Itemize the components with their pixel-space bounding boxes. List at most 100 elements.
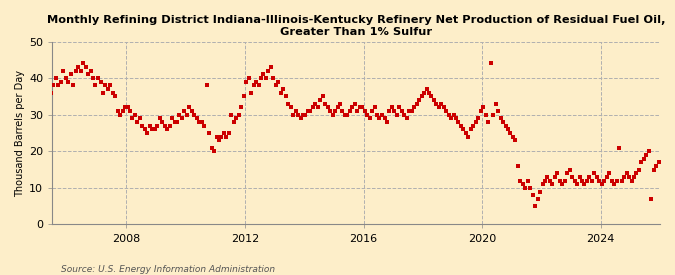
Point [409, 105, 420, 110]
Point [329, 109, 340, 113]
Point [36, 105, 47, 110]
Point [597, 182, 608, 186]
Point [466, 127, 477, 131]
Point [540, 178, 551, 183]
Point [258, 72, 269, 77]
Point [189, 112, 200, 117]
Point [552, 171, 563, 175]
Point [55, 79, 66, 84]
Point [73, 65, 84, 69]
Point [392, 112, 402, 117]
Point [545, 178, 556, 183]
Point [171, 120, 182, 124]
Point [335, 101, 346, 106]
Point [535, 189, 545, 194]
Point [628, 175, 639, 179]
Point [182, 112, 192, 117]
Point [436, 101, 447, 106]
Point [122, 105, 133, 110]
Point [246, 90, 256, 95]
Point [379, 116, 390, 120]
Point [347, 105, 358, 110]
Point [300, 112, 311, 117]
Point [342, 112, 353, 117]
Point [43, 79, 54, 84]
Point [250, 79, 261, 84]
Point [288, 112, 298, 117]
Point [619, 175, 630, 179]
Point [327, 112, 338, 117]
Point [275, 90, 286, 95]
Point [601, 175, 612, 179]
Point [354, 105, 365, 110]
Point [475, 109, 486, 113]
Point [401, 116, 412, 120]
Point [110, 94, 121, 99]
Point [554, 178, 565, 183]
Point [589, 171, 600, 175]
Point [527, 193, 538, 197]
Point [92, 76, 103, 80]
Point [278, 87, 289, 91]
Point [381, 120, 392, 124]
Point [234, 112, 244, 117]
Point [505, 131, 516, 135]
Point [315, 98, 325, 102]
Point [359, 109, 370, 113]
Point [223, 131, 234, 135]
Point [253, 83, 264, 88]
Point [174, 112, 185, 117]
Point [157, 120, 167, 124]
Point [325, 109, 335, 113]
Point [367, 109, 377, 113]
Point [103, 87, 113, 91]
Point [137, 123, 148, 128]
Point [290, 109, 301, 113]
Point [508, 134, 518, 139]
Point [51, 76, 61, 80]
Point [231, 116, 242, 120]
Point [268, 76, 279, 80]
Point [317, 94, 328, 99]
Point [271, 83, 281, 88]
Point [243, 76, 254, 80]
Point [53, 83, 64, 88]
Point [164, 123, 175, 128]
Point [441, 109, 452, 113]
Point [473, 116, 484, 120]
Point [78, 61, 88, 66]
Point [97, 90, 108, 95]
Point [520, 186, 531, 190]
Point [201, 83, 212, 88]
Point [211, 134, 222, 139]
Point [431, 101, 441, 106]
Point [352, 109, 362, 113]
Point [219, 131, 230, 135]
Point [626, 178, 637, 183]
Point [238, 94, 249, 99]
Point [503, 127, 514, 131]
Point [161, 127, 172, 131]
Point [155, 116, 165, 120]
Point [651, 164, 661, 168]
Point [130, 112, 140, 117]
Point [344, 109, 355, 113]
Point [478, 105, 489, 110]
Point [594, 178, 605, 183]
Point [512, 164, 523, 168]
Point [636, 160, 647, 164]
Point [532, 197, 543, 201]
Point [591, 175, 602, 179]
Point [404, 109, 414, 113]
Point [451, 116, 462, 120]
Point [574, 175, 585, 179]
Point [423, 90, 434, 95]
Point [468, 123, 479, 128]
Point [68, 83, 78, 88]
Point [485, 61, 496, 66]
Point [226, 112, 237, 117]
Point [364, 116, 375, 120]
Point [438, 105, 449, 110]
Point [70, 69, 81, 73]
Point [206, 145, 217, 150]
